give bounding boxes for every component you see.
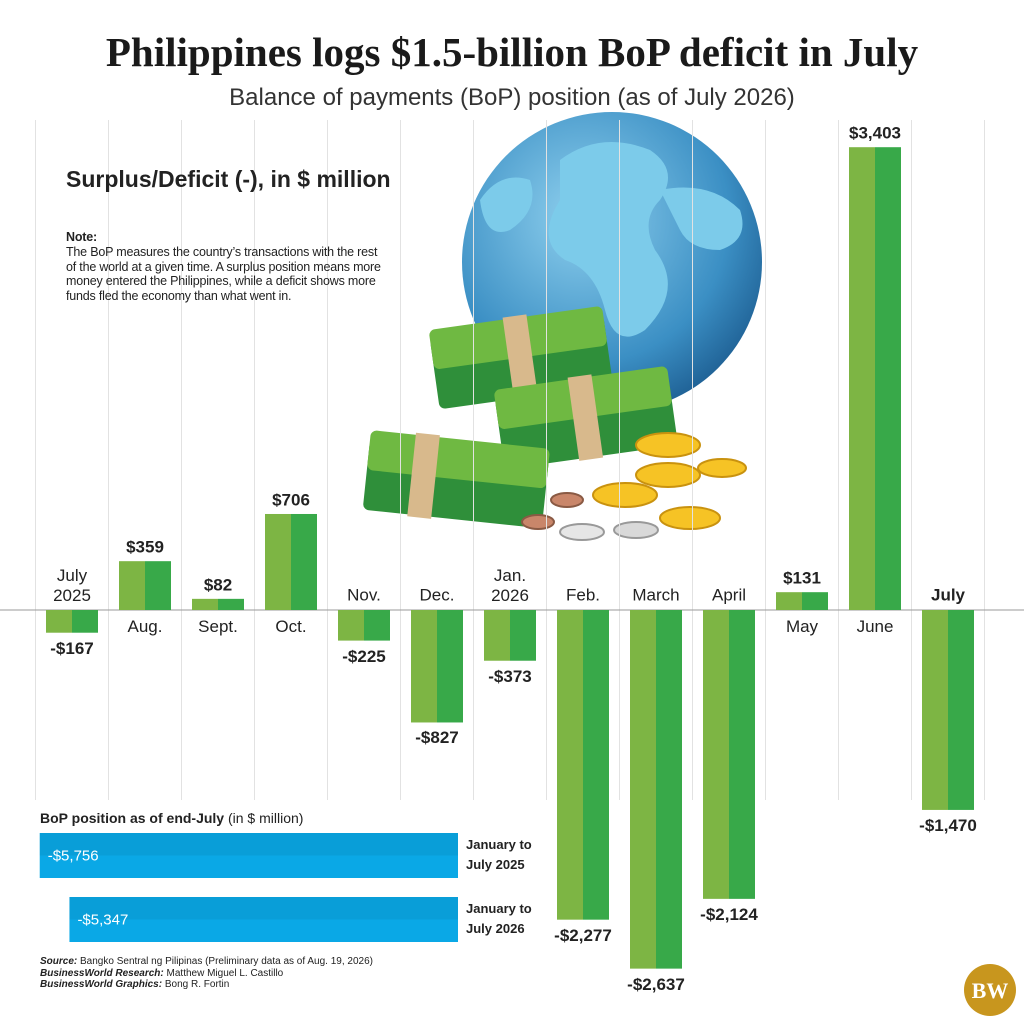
h-category-label: January to July 2026 xyxy=(466,901,532,937)
h-bar-shade xyxy=(39,833,459,856)
coins xyxy=(521,432,747,541)
bar xyxy=(776,592,828,610)
value-label: -$827 xyxy=(415,728,459,748)
y-axis-label: Surplus/Deficit (-), in $ million xyxy=(66,166,391,192)
value-label: $82 xyxy=(203,575,233,595)
bar xyxy=(46,610,98,633)
footer-label: Source: xyxy=(40,956,78,967)
title: Philippines logs $1.5-billion BoP defici… xyxy=(105,29,919,75)
h-category-label: January to July 2025 xyxy=(466,837,532,873)
secondary-title: BoP position as of end-July (in $ millio… xyxy=(40,810,303,826)
bar xyxy=(922,610,974,810)
subtitle: Balance of payments (BoP) position (as o… xyxy=(229,84,795,111)
h-bar xyxy=(69,897,459,942)
value-label: -$2,637 xyxy=(627,974,685,994)
h-value-label: -$5,347 xyxy=(77,910,129,928)
bar xyxy=(265,513,317,610)
value-label: $706 xyxy=(272,490,310,510)
x-tick-label: Nov. xyxy=(347,585,381,605)
x-tick-label: Feb. xyxy=(565,585,601,605)
logo: BW xyxy=(972,978,1009,1003)
x-tick-label: April xyxy=(711,585,747,605)
continent xyxy=(480,177,533,232)
footer-text: Matthew Miguel L. Castillo xyxy=(166,967,284,979)
x-tick-label: March xyxy=(632,585,680,605)
decoration xyxy=(363,112,762,541)
bar xyxy=(484,610,536,661)
footer-line: BusinessWorld Graphics: Bong R. Fortin xyxy=(40,979,373,991)
note-text: The BoP measures the country’s transacti… xyxy=(66,244,381,303)
footer-label: BusinessWorld Research: xyxy=(40,967,164,979)
bar xyxy=(703,610,755,899)
h-bar-shade xyxy=(69,897,459,920)
footer: Source: Bangko Sentral ng Pilipinas (Pre… xyxy=(40,956,373,991)
h-value-label: -$5,756 xyxy=(47,846,99,864)
bar xyxy=(192,598,244,610)
money-stacks xyxy=(363,306,678,528)
footer-text: Bong R. Fortin xyxy=(164,979,230,990)
footer-line: BusinessWorld Research: Matthew Miguel L… xyxy=(40,968,373,980)
x-tick-label: May xyxy=(785,617,819,636)
bar xyxy=(119,561,171,610)
x-tick-label: July 2025 xyxy=(53,565,91,605)
value-label: $359 xyxy=(126,537,164,557)
value-label: $131 xyxy=(783,568,821,588)
column-dividers xyxy=(35,120,985,800)
value-label: -$373 xyxy=(488,666,532,686)
secondary-title-text: BoP position as of end-July xyxy=(40,810,225,826)
value-label: -$225 xyxy=(342,646,386,666)
secondary-subtitle: (in $ million) xyxy=(227,810,304,826)
footer-line: Source: Bangko Sentral ng Pilipinas (Pre… xyxy=(40,956,373,968)
bar xyxy=(557,610,609,920)
continent xyxy=(660,187,743,250)
x-tick-label: July xyxy=(930,585,966,605)
value-label: -$2,277 xyxy=(554,925,612,945)
footer-text: Bangko Sentral ng Pilipinas (Preliminary… xyxy=(80,956,373,967)
x-tick-label: Jan. 2026 xyxy=(491,565,529,605)
note: Note: The BoP measures the country’s tra… xyxy=(66,230,381,304)
value-label: -$2,124 xyxy=(700,904,758,924)
x-tick-label: Aug. xyxy=(127,617,163,636)
continent xyxy=(548,142,668,337)
bar xyxy=(338,610,390,641)
bars xyxy=(0,147,1024,969)
bar xyxy=(849,147,901,610)
h-bar xyxy=(39,833,459,878)
x-tick-label: Oct. xyxy=(275,617,307,636)
bar xyxy=(411,610,463,723)
logo-badge xyxy=(964,964,1016,1016)
note-title: Note: xyxy=(66,230,97,244)
value-label: -$1,470 xyxy=(919,815,977,835)
footer-label: BusinessWorld Graphics: xyxy=(40,979,163,990)
x-tick-label: Sept. xyxy=(198,617,238,636)
x-tick-label: June xyxy=(856,617,894,636)
x-tick-label: Dec. xyxy=(419,585,455,605)
value-label: -$167 xyxy=(50,638,94,658)
bar xyxy=(630,610,682,969)
value-label: $3,403 xyxy=(849,123,901,143)
